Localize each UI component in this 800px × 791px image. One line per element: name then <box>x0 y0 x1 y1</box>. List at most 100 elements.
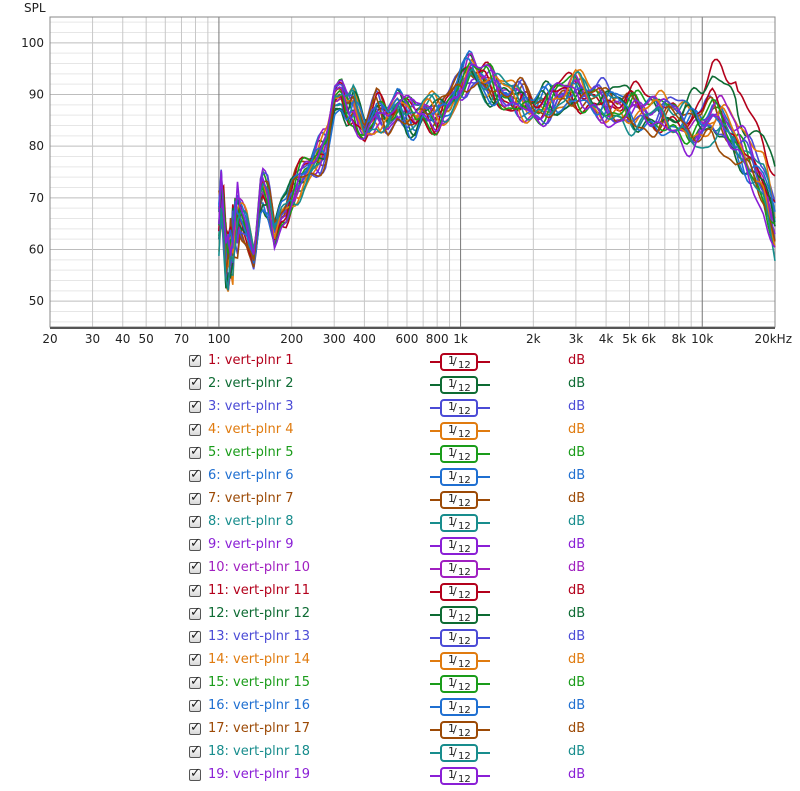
series-checkbox[interactable]: ✓ <box>189 605 201 620</box>
smoothing-numerator: 1 <box>448 538 455 551</box>
smoothing-badge[interactable]: 1/12 <box>429 397 491 419</box>
x-tick-label: 1k <box>453 332 468 346</box>
series-checkbox[interactable]: ✓ <box>189 559 201 574</box>
smoothing-box <box>440 629 478 647</box>
series-checkbox[interactable]: ✓ <box>189 697 201 712</box>
smoothing-slash: / <box>453 539 457 552</box>
smoothing-badge[interactable]: 1/12 <box>429 765 491 787</box>
smoothing-badge[interactable]: 1/12 <box>429 489 491 511</box>
smoothing-box <box>440 376 478 394</box>
smoothing-badge[interactable]: 1/12 <box>429 443 491 465</box>
series-name[interactable]: 15: vert-plnr 15 <box>208 675 311 690</box>
smoothing-badge[interactable]: 1/12 <box>429 420 491 442</box>
checkmark-icon: ✓ <box>190 674 201 689</box>
series-checkbox[interactable]: ✓ <box>189 628 201 643</box>
smoothing-numerator: 1 <box>448 676 455 689</box>
smoothing-denominator: 12 <box>458 682 471 693</box>
smoothing-badge[interactable]: 1/12 <box>429 535 491 557</box>
x-tick-label: 20kHz <box>754 332 792 346</box>
series-name[interactable]: 11: vert-plnr 11 <box>208 583 311 598</box>
series-line <box>218 68 776 291</box>
series-checkbox[interactable]: ✓ <box>189 490 201 505</box>
series-name[interactable]: 3: vert-plnr 3 <box>208 399 294 414</box>
series-name[interactable]: 1: vert-plnr 1 <box>208 353 294 368</box>
series-name[interactable]: 16: vert-plnr 16 <box>208 698 311 713</box>
smoothing-slash: / <box>453 493 457 506</box>
smoothing-badge[interactable]: 1/12 <box>429 719 491 741</box>
smoothing-slash: / <box>453 769 457 782</box>
smoothing-numerator: 1 <box>448 446 455 459</box>
legend: ✓ 1: vert-plnr 1 1/12 dB ✓ 2: vert-plnr 2 1/12… <box>189 351 609 788</box>
series-checkbox[interactable]: ✓ <box>189 444 201 459</box>
smoothing-denominator: 12 <box>458 360 471 371</box>
smoothing-badge[interactable]: 1/12 <box>429 696 491 718</box>
smoothing-badge[interactable]: 1/12 <box>429 374 491 396</box>
series-checkbox[interactable]: ✓ <box>189 743 201 758</box>
smoothing-numerator: 1 <box>448 354 455 367</box>
series-unit: dB <box>568 652 586 667</box>
series-unit: dB <box>568 583 586 598</box>
legend-row: ✓ 8: vert-plnr 8 1/12 dB <box>189 512 609 535</box>
series-name[interactable]: 4: vert-plnr 4 <box>208 422 294 437</box>
smoothing-badge[interactable]: 1/12 <box>429 650 491 672</box>
legend-row: ✓ 1: vert-plnr 1 1/12 dB <box>189 351 609 374</box>
series-name[interactable]: 9: vert-plnr 9 <box>208 537 294 552</box>
series-name[interactable]: 7: vert-plnr 7 <box>208 491 294 506</box>
series-checkbox[interactable]: ✓ <box>189 398 201 413</box>
smoothing-denominator: 12 <box>458 475 471 486</box>
series-name[interactable]: 5: vert-plnr 5 <box>208 445 294 460</box>
series-checkbox[interactable]: ✓ <box>189 352 201 367</box>
series-name[interactable]: 10: vert-plnr 10 <box>208 560 311 575</box>
series-checkbox[interactable]: ✓ <box>189 651 201 666</box>
smoothing-box <box>440 353 478 371</box>
series-checkbox[interactable]: ✓ <box>189 467 201 482</box>
legend-row: ✓ 6: vert-plnr 6 1/12 dB <box>189 466 609 489</box>
series-name[interactable]: 8: vert-plnr 8 <box>208 514 294 529</box>
smoothing-denominator: 12 <box>458 659 471 670</box>
legend-row: ✓ 9: vert-plnr 9 1/12 dB <box>189 535 609 558</box>
series-unit: dB <box>568 675 586 690</box>
series-checkbox[interactable]: ✓ <box>189 513 201 528</box>
legend-row: ✓ 10: vert-plnr 10 1/12 dB <box>189 558 609 581</box>
smoothing-badge[interactable]: 1/12 <box>429 581 491 603</box>
series-checkbox[interactable]: ✓ <box>189 674 201 689</box>
series-checkbox[interactable]: ✓ <box>189 375 201 390</box>
smoothing-numerator: 1 <box>448 584 455 597</box>
series-checkbox[interactable]: ✓ <box>189 766 201 781</box>
series-name[interactable]: 12: vert-plnr 12 <box>208 606 311 621</box>
smoothing-badge[interactable]: 1/12 <box>429 604 491 626</box>
checkmark-icon: ✓ <box>190 490 201 505</box>
legend-row: ✓ 17: vert-plnr 17 1/12 dB <box>189 719 609 742</box>
smoothing-denominator: 12 <box>458 544 471 555</box>
series-name[interactable]: 18: vert-plnr 18 <box>208 744 311 759</box>
checkmark-icon: ✓ <box>190 352 201 367</box>
series-line <box>218 57 776 264</box>
spl-chart[interactable]: SPL 50 60 70 80 90 100 20 30 40 50 70 100 200 300 400 6… <box>0 0 800 348</box>
smoothing-badge[interactable]: 1/12 <box>429 558 491 580</box>
series-name[interactable]: 13: vert-plnr 13 <box>208 629 311 644</box>
smoothing-numerator: 1 <box>448 492 455 505</box>
smoothing-badge[interactable]: 1/12 <box>429 673 491 695</box>
checkmark-icon: ✓ <box>190 513 201 528</box>
series-checkbox[interactable]: ✓ <box>189 421 201 436</box>
series-name[interactable]: 6: vert-plnr 6 <box>208 468 294 483</box>
smoothing-badge[interactable]: 1/12 <box>429 512 491 534</box>
smoothing-denominator: 12 <box>458 751 471 762</box>
x-tick-label: 800 <box>426 332 449 346</box>
smoothing-badge[interactable]: 1/12 <box>429 351 491 373</box>
smoothing-badge[interactable]: 1/12 <box>429 627 491 649</box>
smoothing-slash: / <box>453 447 457 460</box>
series-name[interactable]: 14: vert-plnr 14 <box>208 652 311 667</box>
x-tick-label: 200 <box>280 332 303 346</box>
smoothing-badge[interactable]: 1/12 <box>429 466 491 488</box>
series-checkbox[interactable]: ✓ <box>189 536 201 551</box>
grid <box>49 16 776 329</box>
series-name[interactable]: 2: vert-plnr 2 <box>208 376 294 391</box>
smoothing-slash: / <box>453 654 457 667</box>
series-checkbox[interactable]: ✓ <box>189 720 201 735</box>
series-name[interactable]: 19: vert-plnr 19 <box>208 767 311 782</box>
smoothing-badge[interactable]: 1/12 <box>429 742 491 764</box>
series-checkbox[interactable]: ✓ <box>189 582 201 597</box>
x-tick-label: 100 <box>207 332 230 346</box>
series-name[interactable]: 17: vert-plnr 17 <box>208 721 311 736</box>
